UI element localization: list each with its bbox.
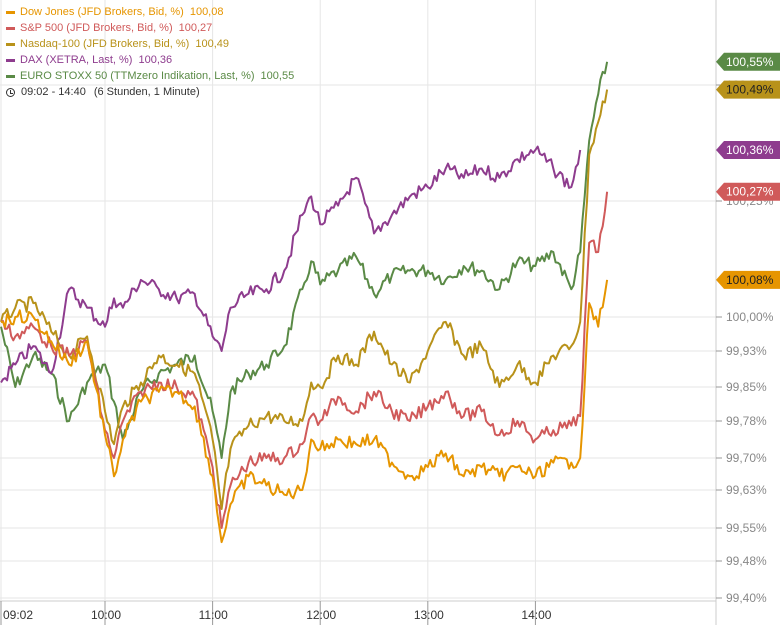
end-value-markers: 100,08% 100,27% 100,49% 100,36% 100,55% [716, 52, 780, 289]
legend-label: Dow Jones (JFD Brokers, Bid, %) [20, 6, 184, 18]
legend-label: S&P 500 (JFD Brokers, Bid, %) [20, 22, 173, 34]
x-tick-label: 10:00 [91, 608, 121, 622]
end-value-marker-1: 100,27% [716, 182, 780, 201]
end-value-label: 100,36% [726, 143, 774, 157]
y-tick-label: 100,00% [726, 310, 774, 324]
end-value-badge [716, 270, 780, 289]
series-line-2[interactable] [0, 89, 609, 510]
legend-item-nasdaq100[interactable]: Nasdaq-100 (JFD Brokers, Bid, %) 100,49 [6, 36, 294, 52]
end-value-badge [716, 182, 780, 201]
legend-swatch [6, 42, 15, 46]
legend-value: 100,36 [138, 54, 173, 66]
legend-value: 100,49 [195, 38, 229, 50]
y-tick-label: 99,85% [726, 380, 767, 394]
legend-label: DAX (XETRA, Last, %) [20, 54, 133, 66]
end-value-badge [716, 52, 780, 71]
series-lines [0, 61, 609, 544]
legend-value: 100,08 [189, 6, 224, 18]
legend-label: Nasdaq-100 (JFD Brokers, Bid, %) [20, 38, 190, 50]
legend-value: 100,55 [260, 70, 295, 82]
x-tick-label: 11:00 [199, 608, 228, 622]
legend-item-sp500[interactable]: S&P 500 (JFD Brokers, Bid, %) 100,27 [6, 20, 294, 36]
end-value-label: 100,27% [726, 185, 774, 199]
y-tick-label: 99,78% [726, 414, 767, 428]
x-tick-label: 09:02 [3, 608, 33, 622]
y-tick-label: 99,48% [726, 554, 767, 568]
x-axis: 09:02 10:00 11:00 12:00 13:00 14:00 [0, 600, 716, 625]
period-label: (6 Stunden, 1 Minute) [93, 86, 200, 98]
legend-item-dax[interactable]: DAX (XETRA, Last, %) 100,36 [6, 52, 294, 68]
end-value-label: 100,49% [726, 83, 774, 97]
y-tick-label: 99,63% [726, 483, 767, 497]
end-value-label: 100,55% [726, 55, 774, 69]
series-line-0[interactable] [0, 279, 609, 544]
end-value-badge [716, 140, 780, 159]
y-tick-label: 99,70% [726, 451, 767, 465]
end-value-marker-2: 100,49% [716, 80, 780, 99]
clock-icon [6, 87, 15, 97]
end-value-marker-3: 100,36% [716, 140, 780, 159]
x-tick-label: 14:00 [521, 608, 551, 622]
end-value-badge [716, 80, 780, 99]
end-value-marker-4: 100,55% [716, 52, 780, 71]
legend-swatch [6, 10, 15, 14]
legend-swatch [6, 26, 15, 30]
x-tick-label: 13:00 [414, 608, 444, 622]
legend-item-euro-stoxx-50[interactable]: EURO STOXX 50 (TTMzero Indikation, Last,… [6, 68, 294, 84]
y-tick-label: 99,93% [726, 344, 767, 358]
legend: Dow Jones (JFD Brokers, Bid, %) 100,08 S… [6, 4, 294, 100]
series-line-3[interactable] [0, 145, 582, 384]
x-tick-label: 12:00 [306, 608, 336, 622]
end-value-label: 100,08% [726, 273, 774, 287]
time-range-info: 09:02 - 14:40 (6 Stunden, 1 Minute) [6, 84, 294, 100]
legend-swatch [6, 74, 15, 78]
legend-label: EURO STOXX 50 (TTMzero Indikation, Last,… [20, 70, 255, 82]
series-line-4[interactable] [0, 61, 609, 459]
legend-value: 100,27 [178, 22, 213, 34]
y-tick-label: 99,55% [726, 521, 767, 535]
y-tick-label: 99,40% [726, 591, 767, 605]
time-range: 09:02 - 14:40 [21, 86, 86, 98]
legend-swatch [6, 58, 15, 62]
legend-item-dow-jones[interactable]: Dow Jones (JFD Brokers, Bid, %) 100,08 [6, 4, 294, 20]
end-value-marker-0: 100,08% [716, 270, 780, 289]
